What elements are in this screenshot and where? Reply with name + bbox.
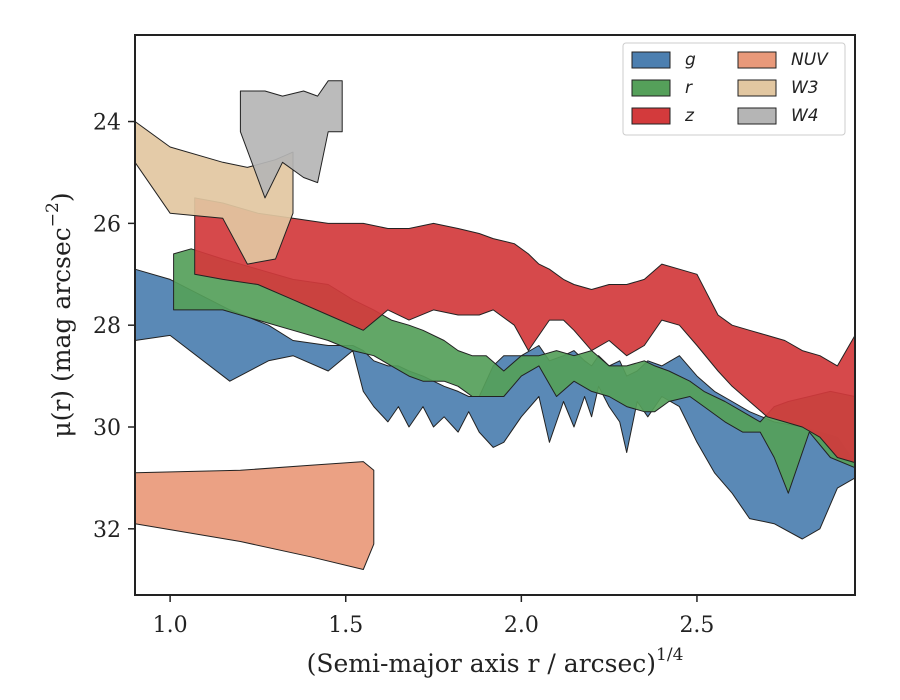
legend-label-z: z: [684, 106, 695, 126]
legend-swatch-r: [631, 79, 671, 97]
legend-swatch-w4: [737, 107, 777, 125]
plot-frame: [134, 34, 856, 596]
band-w3: [134, 121, 294, 265]
y-axis-ticks: 24 26 28 30 32: [93, 111, 135, 543]
band-nuv: [134, 461, 375, 570]
x-tick-label: 1.5: [328, 613, 363, 638]
profile-bands: [134, 80, 856, 570]
y-tick-label: 32: [93, 518, 121, 543]
x-tick-label: 2.5: [679, 613, 714, 638]
x-tick-label: 1.0: [153, 613, 188, 638]
y-tick-label: 28: [93, 314, 121, 339]
legend-label-g: g: [685, 50, 696, 70]
legend-label-w4: W4: [791, 106, 819, 126]
x-axis-label: (Semi-major axis r / arcsec)1/4: [307, 645, 684, 678]
x-tick-label: 2.0: [504, 613, 539, 638]
y-axis-label: μ(r) (mag arcsec−2): [43, 192, 76, 437]
band-w4: [239, 80, 343, 199]
legend-swatch-nuv: [737, 51, 777, 69]
y-tick-label: 26: [93, 212, 121, 237]
legend-label-r: r: [685, 78, 693, 98]
legend-label-nuv: NUV: [791, 50, 829, 70]
legend-box: [622, 42, 846, 136]
legend-label-w3: W3: [791, 78, 819, 98]
legend-swatch-g: [631, 51, 671, 69]
x-axis-ticks: 1.0 1.5 2.0 2.5: [153, 595, 714, 638]
legend-swatch-z: [631, 107, 671, 125]
legend: grz NUV W3 W4: [622, 42, 846, 136]
legend-swatch-w3: [737, 79, 777, 97]
y-tick-label: 30: [93, 416, 121, 441]
y-tick-label: 24: [93, 111, 121, 136]
